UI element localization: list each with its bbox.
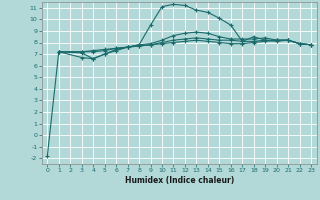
X-axis label: Humidex (Indice chaleur): Humidex (Indice chaleur) bbox=[124, 176, 234, 185]
